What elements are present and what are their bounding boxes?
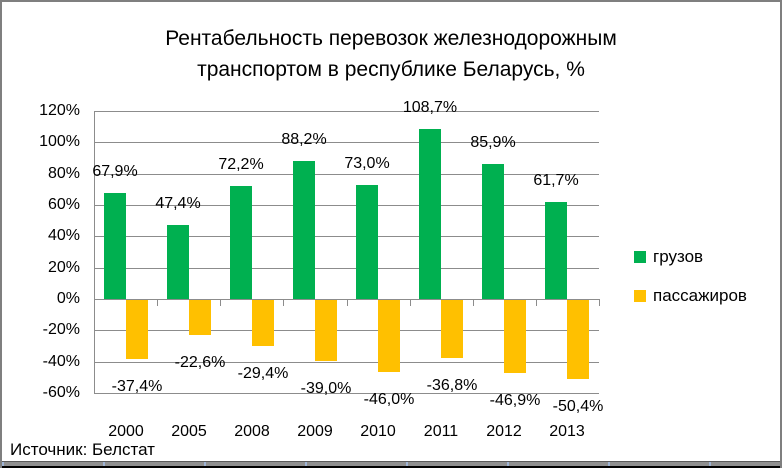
gridline--40% — [94, 362, 599, 363]
bar-freight-2009[interactable] — [293, 161, 315, 299]
x-axis-category-label-2009: 2009 — [297, 423, 333, 440]
data-label-passengers-2011: -36,8% — [426, 377, 478, 394]
bar-freight-2012[interactable] — [482, 164, 504, 299]
gridline--60% — [94, 393, 599, 394]
y-axis-tick-label: 40% — [47, 227, 80, 244]
x-axis-tick — [599, 299, 600, 306]
x-axis-category-label-2005: 2005 — [171, 423, 207, 440]
x-axis-category-label-2012: 2012 — [486, 423, 522, 440]
spreadsheet-edge-band — [2, 461, 780, 466]
x-axis-tick — [410, 299, 411, 306]
x-axis-category-label-2010: 2010 — [360, 423, 396, 440]
legend-swatch-freight — [634, 251, 646, 263]
data-label-freight-2011: 108,7% — [402, 99, 458, 116]
y-axis-tick-label: 120% — [39, 102, 80, 119]
data-label-freight-2010: 73,0% — [344, 155, 390, 172]
legend: грузов пассажиров — [634, 247, 747, 327]
x-axis-tick — [94, 299, 95, 306]
data-label-passengers-2008: -29,4% — [237, 365, 289, 382]
legend-swatch-passengers — [634, 290, 646, 302]
bar-passengers-2012[interactable] — [504, 300, 526, 373]
chart-title-line2: транспортом в республике Беларусь, % — [197, 58, 585, 81]
chart-title: Рентабельность перевозок железнодорожным… — [2, 23, 780, 85]
bottom-strip-decoration — [2, 460, 780, 468]
y-axis-line — [94, 111, 95, 393]
bar-freight-2005[interactable] — [167, 225, 189, 299]
legend-label-freight: грузов — [653, 247, 704, 266]
bar-passengers-2005[interactable] — [189, 300, 211, 335]
gridline-0% — [94, 299, 599, 300]
y-axis-tick-label: -60% — [42, 384, 80, 401]
data-label-freight-2000: 67,9% — [92, 163, 138, 180]
x-axis-category-label-2013: 2013 — [549, 423, 585, 440]
legend-entry-passengers[interactable]: пассажиров — [634, 286, 747, 305]
data-label-passengers-2012: -46,9% — [489, 392, 541, 409]
y-axis-tick-label: 0% — [56, 290, 80, 307]
gridline-20% — [94, 268, 599, 269]
gridline-100% — [94, 142, 599, 143]
data-label-freight-2012: 85,9% — [470, 134, 516, 151]
bar-passengers-2009[interactable] — [315, 300, 337, 361]
x-axis-tick — [283, 299, 284, 306]
y-axis-tick-label: 20% — [47, 259, 80, 276]
gridline-120% — [94, 111, 599, 112]
x-axis-tick — [220, 299, 221, 306]
x-axis-tick — [473, 299, 474, 306]
data-label-passengers-2013: -50,4% — [552, 398, 604, 415]
chart-title-line1: Рентабельность перевозок железнодорожным — [165, 27, 617, 50]
data-label-freight-2005: 47,4% — [155, 195, 201, 212]
data-label-passengers-2010: -46,0% — [363, 391, 415, 408]
gridline-80% — [94, 174, 599, 175]
bar-passengers-2008[interactable] — [252, 300, 274, 346]
legend-entry-freight[interactable]: грузов — [634, 247, 747, 266]
bottom-border — [2, 466, 780, 468]
bar-freight-2013[interactable] — [545, 202, 567, 299]
data-label-passengers-2000: -37,4% — [111, 378, 163, 395]
bar-passengers-2000[interactable] — [126, 300, 148, 359]
legend-label-passengers: пассажиров — [653, 286, 747, 305]
data-label-passengers-2009: -39,0% — [300, 380, 352, 397]
x-axis-category-label-2000: 2000 — [108, 423, 144, 440]
bar-passengers-2011[interactable] — [441, 300, 463, 358]
gridline--20% — [94, 330, 599, 331]
x-axis-category-label-2011: 2011 — [423, 423, 459, 440]
bar-passengers-2010[interactable] — [378, 300, 400, 372]
y-axis-tick-label: -40% — [42, 353, 80, 370]
y-axis-tick-label: -20% — [42, 321, 80, 338]
x-axis-tick — [157, 299, 158, 306]
data-label-freight-2009: 88,2% — [281, 131, 327, 148]
source-note: Источник: Белстат — [10, 440, 155, 459]
y-axis-tick-label: 60% — [47, 196, 80, 213]
data-label-freight-2013: 61,7% — [533, 172, 579, 189]
data-label-freight-2008: 72,2% — [218, 156, 264, 173]
data-label-passengers-2005: -22,6% — [174, 354, 226, 371]
bar-freight-2011[interactable] — [419, 129, 441, 299]
gridline-60% — [94, 205, 599, 206]
bar-freight-2000[interactable] — [104, 193, 126, 299]
gridline-40% — [94, 236, 599, 237]
x-axis-tick — [536, 299, 537, 306]
bar-freight-2010[interactable] — [356, 185, 378, 299]
y-axis-tick-label: 100% — [39, 133, 80, 150]
x-axis-tick — [347, 299, 348, 306]
x-axis-category-label-2008: 2008 — [234, 423, 270, 440]
y-axis-tick-label: 80% — [47, 165, 80, 182]
bar-passengers-2013[interactable] — [567, 300, 589, 379]
bar-freight-2008[interactable] — [230, 186, 252, 299]
